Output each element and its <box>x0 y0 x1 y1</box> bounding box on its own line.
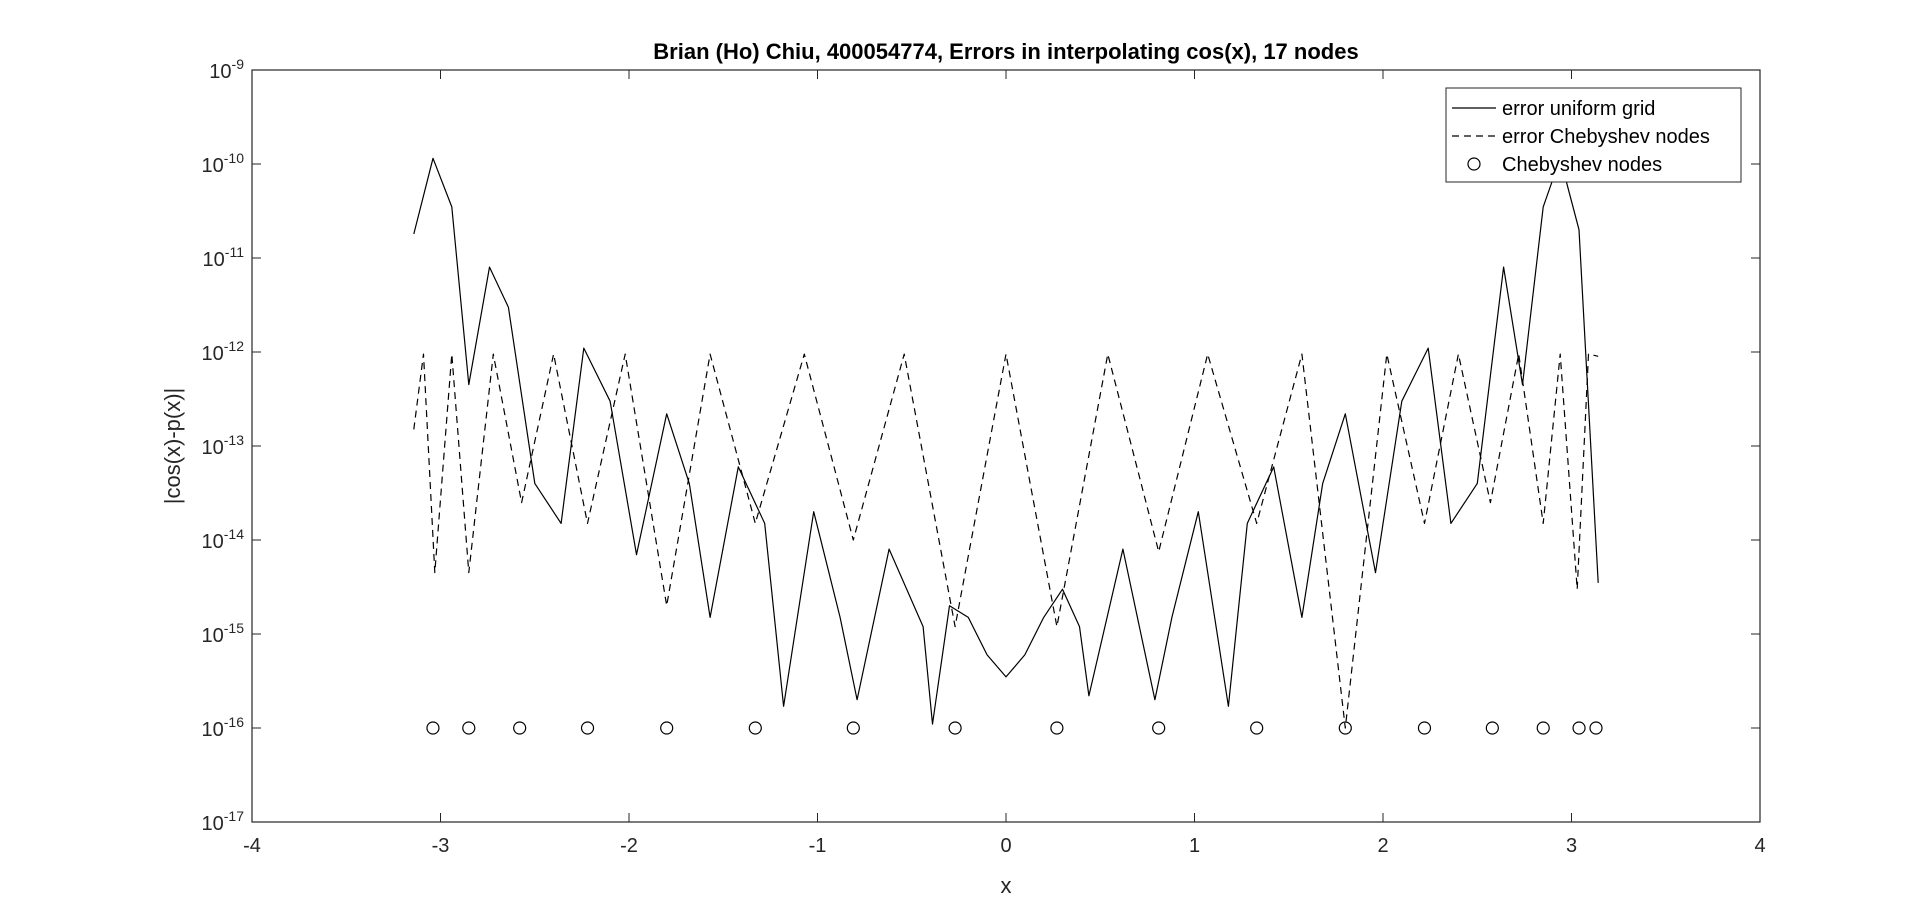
ticks-layer: -4 -3 -2 -1 0 1 2 3 4 10-17 10-16 10-15 10-14 10-13 10… <box>202 56 1766 857</box>
y-tick-label: 10-17 <box>202 808 245 835</box>
x-tick-label: 3 <box>1566 835 1577 857</box>
y-tick-label: 10-13 <box>202 432 245 459</box>
y-axis-label: |cos(x)-p(x)| <box>160 388 185 505</box>
x-tick-label: 2 <box>1377 835 1388 857</box>
x-tick-label: -2 <box>620 835 638 857</box>
plot-area <box>252 70 1760 822</box>
x-tick-label: 4 <box>1754 835 1765 857</box>
chart-title: Brian (Ho) Chiu, 400054774, Errors in in… <box>653 39 1358 64</box>
y-tick-label: 10-14 <box>202 526 245 553</box>
legend-entry-uniform: error uniform grid <box>1502 98 1655 120</box>
x-tick-label: 0 <box>1000 835 1011 857</box>
chebyshev-node-marker <box>846 721 860 735</box>
x-tick-label: -4 <box>243 835 261 857</box>
chebyshev-node-marker <box>1417 721 1432 735</box>
x-axis-label: x <box>1001 873 1012 898</box>
legend-entry-chebyshev-error: error Chebyshev nodes <box>1502 126 1710 148</box>
chebyshev-node-marker <box>426 721 440 735</box>
chebyshev-node-marker <box>1536 721 1550 735</box>
series-line-chebyshev-error <box>413 353 1599 729</box>
chebyshev-node-marker <box>580 721 595 735</box>
chebyshev-node-marker <box>660 721 674 735</box>
y-tick-label: 10-9 <box>209 56 244 83</box>
legend-box <box>1445 87 1742 183</box>
y-tick-label: 10-11 <box>203 244 245 271</box>
chebyshev-node-marker <box>1338 721 1352 735</box>
legend-entry-chebyshev-nodes: Chebyshev nodes <box>1502 154 1662 176</box>
series-line-uniform-grid <box>413 157 1599 725</box>
x-tick-label: -1 <box>809 835 827 857</box>
chebyshev-node-marker <box>1589 721 1603 735</box>
chebyshev-node-marker <box>1572 721 1586 735</box>
x-tick-label: -3 <box>432 835 450 857</box>
y-tick-label: 10-12 <box>202 338 245 365</box>
chebyshev-node-marker <box>1485 721 1499 735</box>
legend: error uniform grid error Chebyshev nodes… <box>1445 87 1742 183</box>
chebyshev-node-marker <box>1050 721 1064 735</box>
chebyshev-node-marker <box>513 721 527 735</box>
y-tick-label: 10-15 <box>202 620 245 647</box>
chebyshev-node-marker <box>1152 721 1166 735</box>
chebyshev-node-marker <box>748 721 762 735</box>
series-layer <box>413 157 1603 735</box>
y-tick-label: 10-10 <box>202 150 245 177</box>
chebyshev-node-marker <box>462 721 476 735</box>
y-tick-label: 10-16 <box>202 714 245 741</box>
x-tick-label: 1 <box>1189 835 1200 857</box>
chebyshev-node-marker <box>1250 721 1264 735</box>
chebyshev-node-marker <box>948 721 962 735</box>
legend-swatch-chebyshev-nodes <box>1467 157 1481 171</box>
